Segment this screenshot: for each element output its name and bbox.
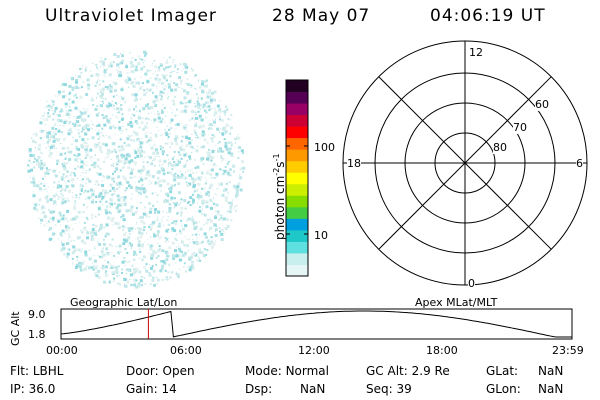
glat-label: GLat: [486,364,519,378]
lat-label-60: 60 [535,98,549,111]
glon-value: NaN [538,382,564,396]
color-bar [285,79,309,277]
timeline-axis-label: GC Alt [9,311,22,346]
gc-alt-info: GC Alt: 2.9 Re [366,364,450,378]
altitude-timeline [60,308,573,340]
glat-value: NaN [538,364,564,378]
dsp-label: Dsp: [245,382,273,396]
mlt-label-18: 18 [347,157,361,170]
gain-info: Gain: 14 [126,382,177,396]
x-tick-2359: 23:59 [552,344,584,357]
y-tick-top: 9.0 [28,308,46,321]
mlt-label-0: 0 [468,277,475,290]
colorbar-tick-10: 10 [314,229,328,242]
mlt-label-12: 12 [469,46,483,59]
dsp-value: NaN [300,382,326,396]
lat-label-70: 70 [513,121,527,134]
app-title: Ultraviolet Imager [45,6,217,26]
y-tick-bottom: 1.8 [28,328,46,341]
x-tick-1200: 12:00 [298,344,330,357]
mlt-label-6: 6 [576,157,583,170]
x-tick-1800: 18:00 [426,344,458,357]
time-label: 04:06:19 UT [430,6,546,26]
date-label: 28 May 07 [272,6,371,26]
timeline-left-title: Geographic Lat/Lon [70,296,178,309]
seq-info: Seq: 39 [366,382,412,396]
door-info: Door: Open [126,364,195,378]
polar-plot [342,40,588,286]
x-tick-0600: 06:00 [170,344,202,357]
timeline-right-title: Apex MLat/MLT [415,296,498,309]
glon-label: GLon: [486,382,521,396]
x-tick-0000: 00:00 [46,344,78,357]
ip-info: IP: 36.0 [10,382,56,396]
colorbar-tick-100: 100 [314,141,335,154]
mode-info: Mode: Normal [245,364,329,378]
filter-info: Flt: LBHL [10,364,64,378]
colorbar-axis-label: photon cm-2s-1 [272,153,287,240]
lat-label-80: 80 [493,141,507,154]
uv-image-disk [27,50,246,289]
